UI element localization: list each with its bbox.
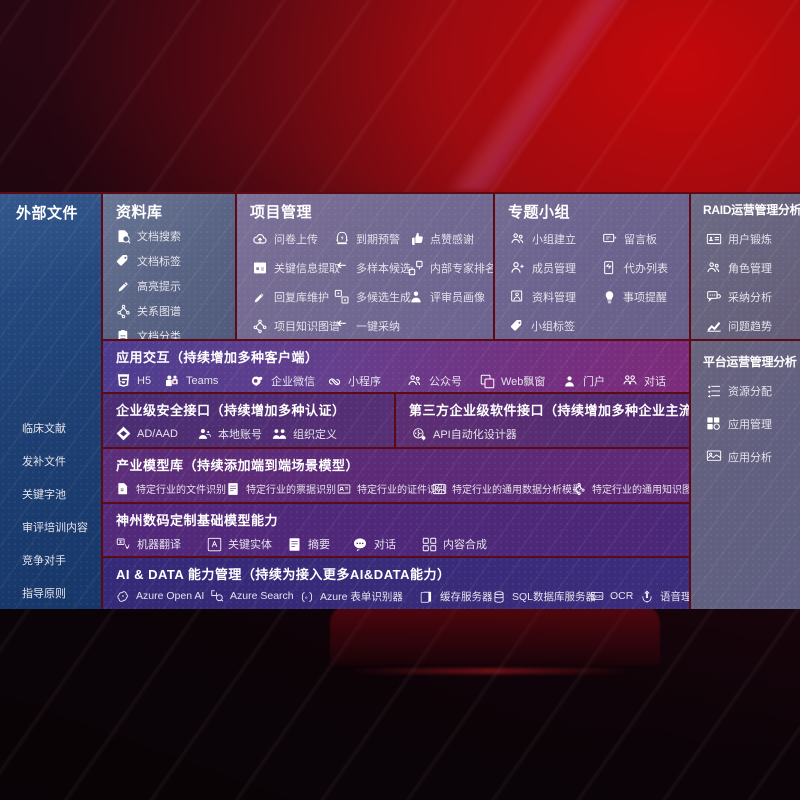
svg-text:e: e [305,594,308,599]
svg-text:OCR: OCR [593,594,602,599]
